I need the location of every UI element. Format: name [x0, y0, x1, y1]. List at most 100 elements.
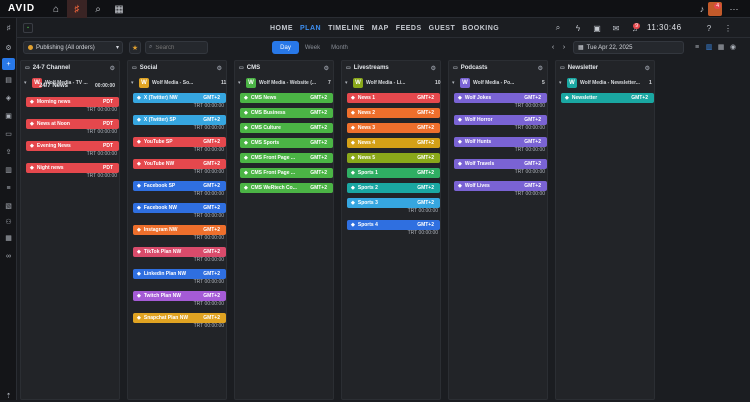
channel-group[interactable]: ▾ W Wolf Media - So... 11: [131, 76, 226, 90]
schedule-pill[interactable]: ◆ Snapchat Plan NW GMT+2: [133, 313, 226, 323]
mail-icon[interactable]: ✉: [612, 23, 620, 33]
sidebar-toggle-icon[interactable]: ▪: [23, 23, 33, 33]
schedule-pill[interactable]: ◆ YouTube NW GMT+2: [133, 159, 226, 169]
schedule-pill[interactable]: ◆ CMS Front Page ... GMT+2: [240, 168, 333, 178]
map-icon[interactable]: ◈: [5, 95, 12, 102]
schedule-pill[interactable]: ◆ News 3 GMT+2: [347, 123, 440, 133]
schedule-pill[interactable]: ◆ X (Twitter) SP GMT+2: [133, 115, 226, 125]
schedule-item[interactable]: ◆ Sports 3 GMT+2 TRT 00:00:00: [347, 198, 440, 215]
schedule-item[interactable]: ◆ News at Noon PDT TRT 00:00:00: [26, 119, 119, 136]
column-settings-icon[interactable]: ⚙: [109, 65, 115, 72]
schedule-item[interactable]: ◆ Evening News PDT TRT 00:00:00: [26, 141, 119, 158]
help-icon[interactable]: ?: [706, 23, 712, 33]
schedule-pill[interactable]: ◆ Morning news PDT: [26, 97, 119, 107]
plan-app-icon[interactable]: ♯: [67, 0, 87, 18]
clipboard-icon[interactable]: ▥: [5, 167, 12, 174]
schedule-item[interactable]: ◆ CMS Culture GMT+2: [240, 123, 333, 133]
chevron-down-icon[interactable]: ▾: [452, 80, 455, 86]
chevron-down-icon[interactable]: ▾: [24, 80, 27, 86]
schedule-pill[interactable]: ◆ CMS Sports GMT+2: [240, 138, 333, 148]
notification-bell-icon[interactable]: ♫9: [629, 22, 641, 34]
schedule-item[interactable]: ◆ Facebook NW GMT+2 TRT 00:00:00: [133, 203, 226, 220]
schedule-item[interactable]: ◆ News 2 GMT+2: [347, 108, 440, 118]
schedule-item[interactable]: ◆ Night news PDT TRT 00:00:00: [26, 163, 119, 180]
more-icon[interactable]: ⋯: [729, 3, 739, 14]
users-icon[interactable]: ⚇: [5, 219, 12, 226]
column-settings-icon[interactable]: ⚙: [216, 65, 222, 72]
search-icon[interactable]: ⌕: [555, 23, 561, 32]
list-view-icon[interactable]: ≡: [694, 43, 700, 51]
schedule-pill[interactable]: ◆ Wolf Jokes GMT+2: [454, 93, 547, 103]
tab-feeds[interactable]: FEEDS: [395, 24, 422, 32]
tab-plan[interactable]: PLAN: [300, 24, 322, 32]
schedule-item[interactable]: ◆ Newsletter GMT+2: [561, 93, 654, 103]
schedule-item[interactable]: ◆ Snapchat Plan NW GMT+2 TRT 00:00:00: [133, 313, 226, 330]
schedule-pill[interactable]: ◆ Linkedin Plan NW GMT+2: [133, 269, 226, 279]
schedule-item[interactable]: ◆ CMS News GMT+2: [240, 93, 333, 103]
schedule-pill[interactable]: ◆ Facebook SP GMT+2: [133, 181, 226, 191]
schedule-pill[interactable]: ◆ Wolf Lives GMT+2: [454, 181, 547, 191]
schedule-pill[interactable]: ◆ TikTok Plan NW GMT+2: [133, 247, 226, 257]
grid-icon[interactable]: ▦: [5, 235, 12, 242]
schedule-pill[interactable]: ◆ CMS Business GMT+2: [240, 108, 333, 118]
next-day-icon[interactable]: ›: [562, 44, 566, 51]
schedule-item[interactable]: ◆ YouTube NW GMT+2 TRT 00:00:00: [133, 159, 226, 176]
folder-icon[interactable]: ▭: [5, 131, 12, 138]
prev-day-icon[interactable]: ‹: [551, 44, 555, 51]
link-icon[interactable]: ∞: [6, 252, 11, 260]
schedule-pill[interactable]: ◆ News 1 GMT+2: [347, 93, 440, 103]
schedule-item[interactable]: ◆ Sports 1 GMT+2: [347, 168, 440, 178]
favorites-star-icon[interactable]: ★: [129, 41, 141, 54]
search-box[interactable]: ⌕: [145, 41, 208, 54]
more-icon[interactable]: ⋮: [724, 23, 732, 33]
schedule-item[interactable]: ◆ CMS Business GMT+2: [240, 108, 333, 118]
schedule-item[interactable]: ◆ Instagram NW GMT+2 TRT 00:00:00: [133, 225, 226, 242]
schedule-item[interactable]: ◆ Linkedin Plan NW GMT+2 TRT 00:00:00: [133, 269, 226, 286]
schedule-pill[interactable]: ◆ Sports 3 GMT+2: [347, 198, 440, 208]
schedule-pill[interactable]: ◆ Twitch Plan NW GMT+2: [133, 291, 226, 301]
schedule-item[interactable]: ◆ News 4 GMT+2: [347, 138, 440, 148]
avatar[interactable]: 4: [708, 2, 722, 16]
tab-guest[interactable]: GUEST: [428, 24, 456, 32]
channel-group[interactable]: ▾ W Wolf Media - Website (... 7: [238, 76, 331, 90]
schedule-pill[interactable]: ◆ Evening News PDT: [26, 141, 119, 151]
grid-apps-icon[interactable]: ▦: [114, 3, 124, 15]
schedule-item[interactable]: ◆ News 1 GMT+2: [347, 93, 440, 103]
schedule-item[interactable]: ◆ Twitch Plan NW GMT+2 TRT 00:00:00: [133, 291, 226, 308]
share-icon[interactable]: ⇪: [5, 149, 12, 156]
chevron-down-icon[interactable]: ▾: [238, 80, 241, 86]
schedule-item[interactable]: ◆ CMS Front Page ... GMT+2: [240, 168, 333, 178]
add-icon[interactable]: +: [2, 58, 15, 70]
column-settings-icon[interactable]: ⚙: [644, 65, 650, 72]
schedule-pill[interactable]: ◆ Night news PDT: [26, 163, 119, 173]
view-day-button[interactable]: Day: [272, 41, 299, 54]
schedule-pill[interactable]: ◆ Facebook NW GMT+2: [133, 203, 226, 213]
column-settings-icon[interactable]: ⚙: [537, 65, 543, 72]
schedule-item[interactable]: ◆ News 3 GMT+2: [347, 123, 440, 133]
schedule-item[interactable]: ◆ Wolf Hunts GMT+2 TRT 00:00:00: [454, 137, 547, 154]
column-settings-icon[interactable]: ⚙: [323, 65, 329, 72]
schedule-item[interactable]: ◆ TikTok Plan NW GMT+2 TRT 00:00:00: [133, 247, 226, 264]
schedule-pill[interactable]: ◆ X (Twitter) NW GMT+2: [133, 93, 226, 103]
schedule-pill[interactable]: ◆ CMS Culture GMT+2: [240, 123, 333, 133]
schedule-pill[interactable]: ◆ CMS WeRtech Co... GMT+2: [240, 183, 333, 193]
schedule-item[interactable]: ◆ X (Twitter) NW GMT+2 TRT 00:00:00: [133, 93, 226, 110]
eye-icon[interactable]: ◉: [729, 44, 737, 51]
grid-view-icon[interactable]: ▦: [717, 44, 725, 51]
calendar-icon[interactable]: ▣: [5, 113, 12, 120]
lightning-icon[interactable]: ϟ: [575, 23, 581, 33]
schedule-pill[interactable]: ◆ Sports 4 GMT+2: [347, 220, 440, 230]
schedule-item[interactable]: ◆ Facebook SP GMT+2 TRT 00:00:00: [133, 181, 226, 198]
tab-booking[interactable]: BOOKING: [462, 24, 500, 32]
search-input[interactable]: [155, 44, 201, 51]
schedule-item[interactable]: ◆ News 5 GMT+2: [347, 153, 440, 163]
schedule-pill[interactable]: ◆ Sports 2 GMT+2: [347, 183, 440, 193]
inbox-icon[interactable]: ▣: [593, 23, 601, 33]
schedule-pill[interactable]: ◆ News 4 GMT+2: [347, 138, 440, 148]
view-month-button[interactable]: Month: [331, 44, 348, 51]
tab-home[interactable]: HOME: [270, 24, 293, 32]
schedule-pill[interactable]: ◆ Sports 1 GMT+2: [347, 168, 440, 178]
schedule-pill[interactable]: ◆ News at Noon PDT: [26, 119, 119, 129]
schedule-pill[interactable]: ◆ CMS News GMT+2: [240, 93, 333, 103]
schedule-item[interactable]: ◆ X (Twitter) SP GMT+2 TRT 00:00:00: [133, 115, 226, 132]
